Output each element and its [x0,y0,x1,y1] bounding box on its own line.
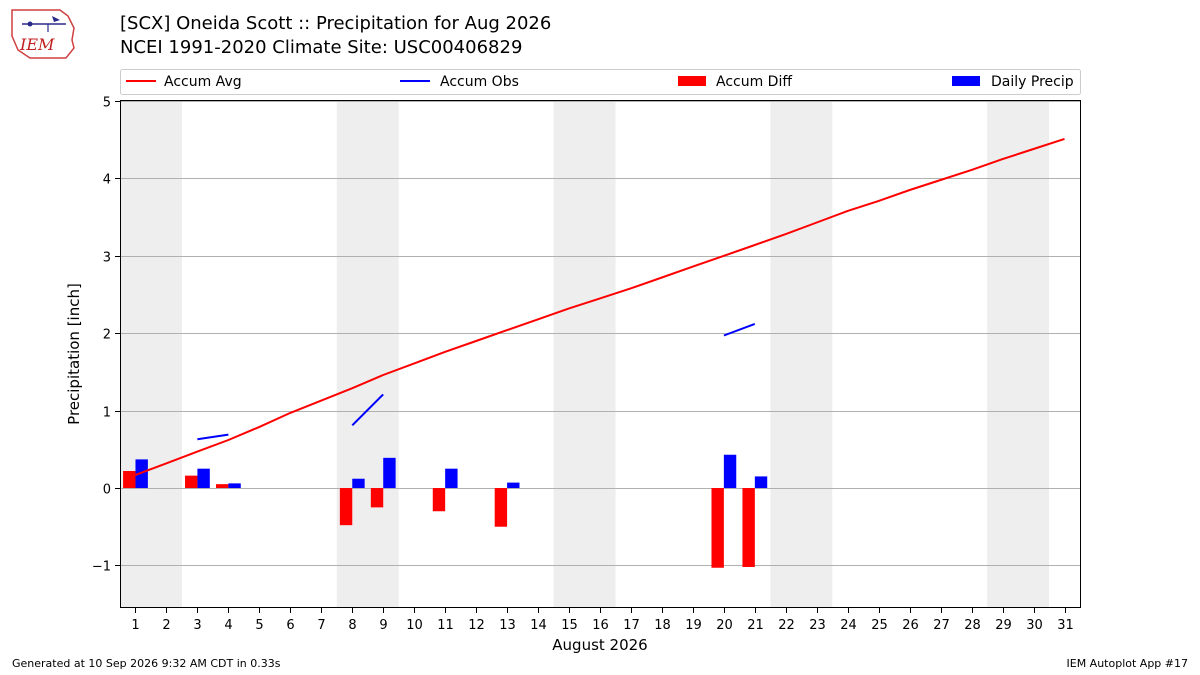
x-tick-label-21: 21 [747,618,764,633]
weekend-shading [120,101,1050,608]
accum-diff-bar-day-9 [370,488,384,508]
plot-frame [120,100,1081,608]
legend-daily-precip-label: Daily Precip [991,74,1074,90]
y-tick-label--1: −1 [92,560,111,575]
y-tick-label-4: 4 [103,173,111,188]
x-tick-label-1: 1 [131,618,139,633]
y-tick-label-1: 1 [103,406,111,421]
daily-precip-bar-day-1 [135,459,148,489]
accum-diff-bar-day-1 [123,470,136,489]
x-tick-label-17: 17 [623,618,640,633]
weekend-band-2 [336,101,399,608]
daily-precip-bar-day-11 [445,468,458,489]
accum-diff-bar-day-8 [339,488,353,526]
x-tick-label-20: 20 [716,618,733,633]
accum-obs-line-segment-2 [351,393,384,427]
logo-text: IEM [19,35,55,54]
x-tick-label-10: 10 [406,618,423,633]
daily-precip-bar-day-3 [197,468,210,489]
iem-logo: IEM [11,9,75,59]
x-tick-label-12: 12 [468,618,485,633]
daily-precip-bar-day-4 [228,483,241,489]
accum-diff-bar-day-20 [711,488,724,568]
bars [123,454,768,568]
accum-obs-line-segment-3 [723,322,756,337]
legend-accum-obs-label: Accum Obs [440,74,519,90]
x-tick-label-19: 19 [685,618,702,633]
y-tick-label-0: 0 [103,483,111,498]
x-tick-label-7: 7 [317,618,325,633]
x-tick-label-27: 27 [933,618,950,633]
x-tick-label-22: 22 [778,618,795,633]
y-axis-label: Precipitation [inch] [65,283,83,425]
x-tick-label-23: 23 [809,618,826,633]
accum-avg-line [135,137,1065,476]
daily-precip-bar-day-9 [383,457,396,489]
weekend-band-5 [987,101,1050,608]
accum-obs-line-segment-1 [197,433,229,441]
daily-precip-bar-day-21 [754,476,768,489]
lines [135,137,1065,476]
daily-precip-bar-day-13 [507,482,520,489]
generated-timestamp: Generated at 10 Sep 2026 9:32 AM CDT in … [12,657,281,670]
y-tick-label-3: 3 [103,251,111,266]
legend: Accum Avg Accum Obs Accum Diff Daily Pre… [120,69,1081,95]
weekend-band-3 [553,101,616,608]
daily-precip-bar-day-8 [352,478,365,489]
y-tick-label-2: 2 [103,328,111,343]
x-tick-label-28: 28 [964,618,981,633]
x-axis-ticks: 1 2 3 4 5 6 7 8 9 10 11 12 13 14 15 16 17 18 19 20 21 22 23 24 2… [131,608,1074,633]
app-credit: IEM Autoplot App #17 [1066,657,1189,670]
x-tick-label-29: 29 [995,618,1012,633]
x-tick-label-15: 15 [561,618,578,633]
x-tick-label-6: 6 [286,618,294,633]
x-tick-label-16: 16 [592,618,609,633]
x-tick-label-4: 4 [224,618,232,633]
x-tick-label-5: 5 [255,618,263,633]
legend-accum-diff-label: Accum Diff [716,74,792,90]
y-tick-label-5: 5 [103,96,111,111]
legend-daily-precip-swatch [952,76,980,86]
daily-precip-bar-day-20 [723,454,737,489]
accum-diff-bar-day-3 [185,475,198,489]
x-tick-label-2: 2 [162,618,170,633]
x-tick-label-25: 25 [871,618,888,633]
x-tick-label-31: 31 [1057,618,1074,633]
y-axis-ticks: −1 0 1 2 3 4 5 [92,96,120,575]
weekend-band-4 [770,101,833,608]
legend-accum-avg-label: Accum Avg [164,74,242,90]
accum-diff-bar-day-13 [494,488,508,527]
x-tick-label-9: 9 [379,618,387,633]
chart-title: [SCX] Oneida Scott :: Precipitation for … [120,13,552,34]
chart-subtitle: NCEI 1991-2020 Climate Site: USC00406829 [120,37,523,58]
weekend-band-1 [120,101,182,608]
x-tick-label-13: 13 [499,618,516,633]
accum-diff-bar-day-21 [742,488,755,567]
x-tick-label-8: 8 [348,618,356,633]
x-tick-label-3: 3 [193,618,201,633]
x-tick-label-11: 11 [437,618,454,633]
accum-diff-bar-day-4 [216,484,229,489]
legend-box [120,69,1081,95]
x-tick-label-18: 18 [654,618,671,633]
x-axis-label: August 2026 [552,636,647,654]
x-tick-label-26: 26 [902,618,919,633]
legend-accum-diff-swatch [678,76,706,86]
accum-diff-bar-day-11 [432,488,446,512]
x-tick-label-24: 24 [840,618,857,633]
x-tick-label-14: 14 [530,618,547,633]
x-tick-label-30: 30 [1026,618,1043,633]
grid-lines [120,101,1080,566]
